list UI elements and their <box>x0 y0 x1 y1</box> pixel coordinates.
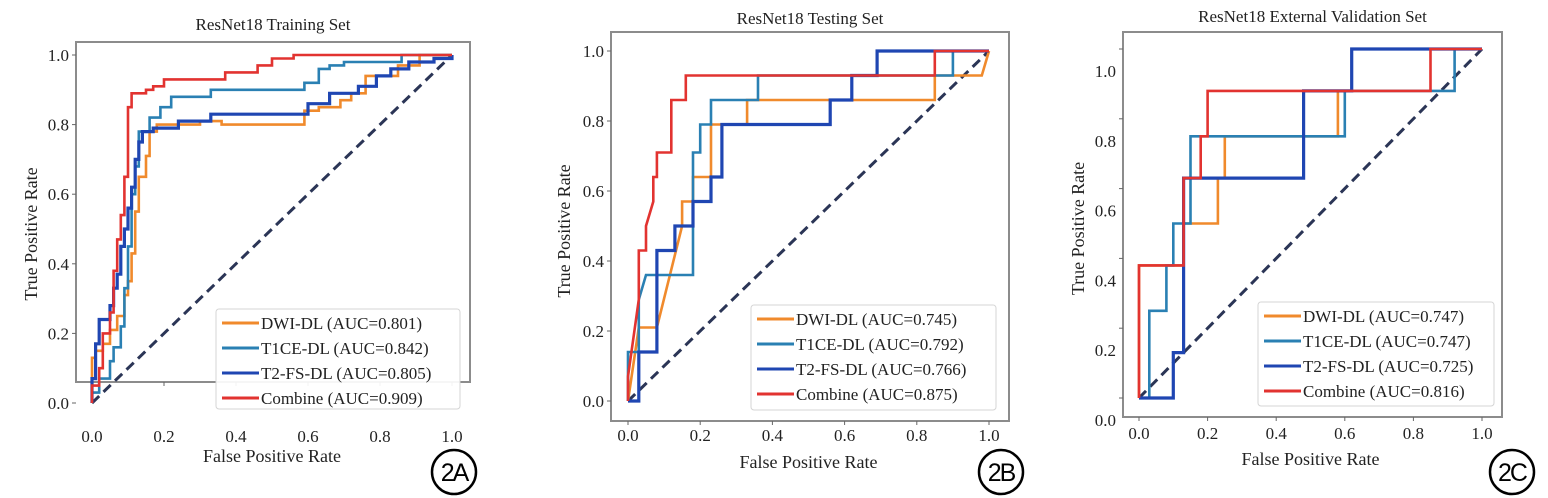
legend-item: T2-FS-DL (AUC=0.766) <box>757 360 966 379</box>
legend-label: DWI-DL (AUC=0.747) <box>1303 307 1464 326</box>
x-tick-label: 0.0 <box>81 427 102 446</box>
y-axis-label: True Positive Rate <box>1068 162 1088 295</box>
legend-item: DWI-DL (AUC=0.745) <box>757 310 957 329</box>
x-tick-label: 0.2 <box>1197 424 1218 443</box>
chance-diagonal <box>90 53 454 405</box>
x-axis-label: False Positive Rate <box>1242 449 1380 469</box>
roc-panel-2b: ResNet18 Testing Set 0.0 0.2 0.4 0.6 0.8 1.0 0.… <box>554 9 1025 496</box>
y-tick-label: 0.0 <box>48 394 69 413</box>
panel-badge-circle <box>977 448 1025 496</box>
legend-box <box>750 304 997 411</box>
y-axis-label: True Positive Rate <box>554 164 574 297</box>
legend: DWI-DL (AUC=0.747) T1CE-DL (AUC=0.747) T2-… <box>1257 301 1495 407</box>
legend-label: DWI-DL (AUC=0.745) <box>796 310 957 329</box>
legend-label: T2-FS-DL (AUC=0.725) <box>1303 357 1473 376</box>
y-tick-label: 1.0 <box>583 42 604 61</box>
legend-box <box>1257 301 1495 407</box>
panel-badge-circle <box>430 448 478 496</box>
y-tick-label: 0.2 <box>48 324 69 343</box>
chance-diagonal <box>1137 47 1484 400</box>
legend: DWI-DL (AUC=0.801) T1CE-DL (AUC=0.842) T2-… <box>215 308 461 410</box>
legend-label: T1CE-DL (AUC=0.747) <box>1303 332 1471 351</box>
x-tick-label: 0.2 <box>690 426 711 445</box>
y-tick-label: 1.0 <box>1095 62 1116 81</box>
roc-curve-dwi-dl <box>90 53 452 403</box>
legend-item: Combine (AUC=0.816) <box>1264 382 1465 401</box>
x-tick-label: 0.8 <box>906 426 927 445</box>
x-tick-label: 0.8 <box>1403 424 1424 443</box>
roc-panel-2c: ResNet18 External Validation Set 0.0 0.2 0.… <box>1068 7 1536 496</box>
legend-item: Combine (AUC=0.909) <box>222 389 423 408</box>
legend-label: Combine (AUC=0.875) <box>796 385 958 404</box>
roc-curve-combine <box>1137 47 1482 398</box>
legend-box <box>215 308 461 410</box>
x-tick-label: 0.6 <box>297 427 318 446</box>
legend-item: DWI-DL (AUC=0.747) <box>1264 307 1464 326</box>
legend-label: Combine (AUC=0.909) <box>261 389 423 408</box>
y-axis-label: True Positive Rate <box>21 167 41 300</box>
legend-item: T2-FS-DL (AUC=0.805) <box>222 364 431 383</box>
roc-curve-t1ce-dl <box>1139 47 1482 400</box>
roc-curve-t1ce-dl <box>626 49 989 401</box>
panel-badge-label: 2B <box>988 459 1016 487</box>
x-tick-label: 0.6 <box>1334 424 1355 443</box>
legend-item: T1CE-DL (AUC=0.792) <box>757 335 964 354</box>
y-tick-label: 0.0 <box>583 392 604 411</box>
roc-panel-2a: ResNet18 Training Set 0.0 0.2 0.4 0.6 0.8 1.0 0… <box>21 15 478 496</box>
panel-badge-circle <box>1488 448 1536 496</box>
legend-label: T1CE-DL (AUC=0.842) <box>261 339 429 358</box>
legend-label: T1CE-DL (AUC=0.792) <box>796 335 964 354</box>
y-tick-label: 0.2 <box>1095 341 1116 360</box>
chance-diagonal <box>626 49 991 403</box>
x-tick-label: 0.0 <box>1128 424 1149 443</box>
x-tick-label: 1.0 <box>1471 424 1492 443</box>
panel-badge-label: 2C <box>1498 459 1528 487</box>
y-tick-label: 0.4 <box>48 255 70 274</box>
y-tick-label: 0.2 <box>583 322 604 341</box>
y-tick-label: 0.8 <box>583 112 604 131</box>
legend-label: Combine (AUC=0.816) <box>1303 382 1465 401</box>
chart-title: ResNet18 Training Set <box>196 15 351 34</box>
x-axis-label: False Positive Rate <box>203 446 341 466</box>
legend-label: DWI-DL (AUC=0.801) <box>261 314 422 333</box>
x-axis-label: False Positive Rate <box>740 452 878 472</box>
y-tick-label: 1.0 <box>48 46 69 65</box>
legend-label: T2-FS-DL (AUC=0.805) <box>261 364 431 383</box>
x-tick-label: 0.4 <box>1266 424 1288 443</box>
y-tick-label: 0.8 <box>1095 132 1116 151</box>
y-tick-label: 0.6 <box>583 182 604 201</box>
x-tick-label: 0.4 <box>762 426 784 445</box>
roc-curve-combine <box>626 49 989 401</box>
x-tick-label: 0.6 <box>834 426 855 445</box>
legend-item: T1CE-DL (AUC=0.842) <box>222 339 429 358</box>
y-tick-label: 0.4 <box>1095 271 1117 290</box>
x-tick-label: 0.2 <box>153 427 174 446</box>
x-tick-label: 1.0 <box>441 427 462 446</box>
panel-badge-label: 2A <box>441 459 470 487</box>
legend-item: DWI-DL (AUC=0.801) <box>222 314 422 333</box>
y-tick-label: 0.0 <box>1095 411 1116 430</box>
legend: DWI-DL (AUC=0.745) T1CE-DL (AUC=0.792) T2-… <box>750 304 997 411</box>
legend-item: T2-FS-DL (AUC=0.725) <box>1264 357 1473 376</box>
chart-title: ResNet18 External Validation Set <box>1198 7 1427 26</box>
legend-item: T1CE-DL (AUC=0.747) <box>1264 332 1471 351</box>
legend-label: T2-FS-DL (AUC=0.766) <box>796 360 966 379</box>
y-tick-label: 0.6 <box>1095 202 1116 221</box>
x-tick-label: 0.0 <box>617 426 638 445</box>
x-tick-label: 1.0 <box>978 426 999 445</box>
roc-curve-combine <box>90 53 452 403</box>
legend-item: Combine (AUC=0.875) <box>757 385 958 404</box>
y-tick-label: 0.4 <box>583 252 605 271</box>
roc-curve-t1ce-dl <box>90 53 452 403</box>
x-tick-label: 0.8 <box>369 427 390 446</box>
chart-title: ResNet18 Testing Set <box>737 9 884 28</box>
y-tick-label: 0.8 <box>48 116 69 135</box>
y-tick-label: 0.6 <box>48 185 69 204</box>
x-tick-label: 0.4 <box>225 427 247 446</box>
